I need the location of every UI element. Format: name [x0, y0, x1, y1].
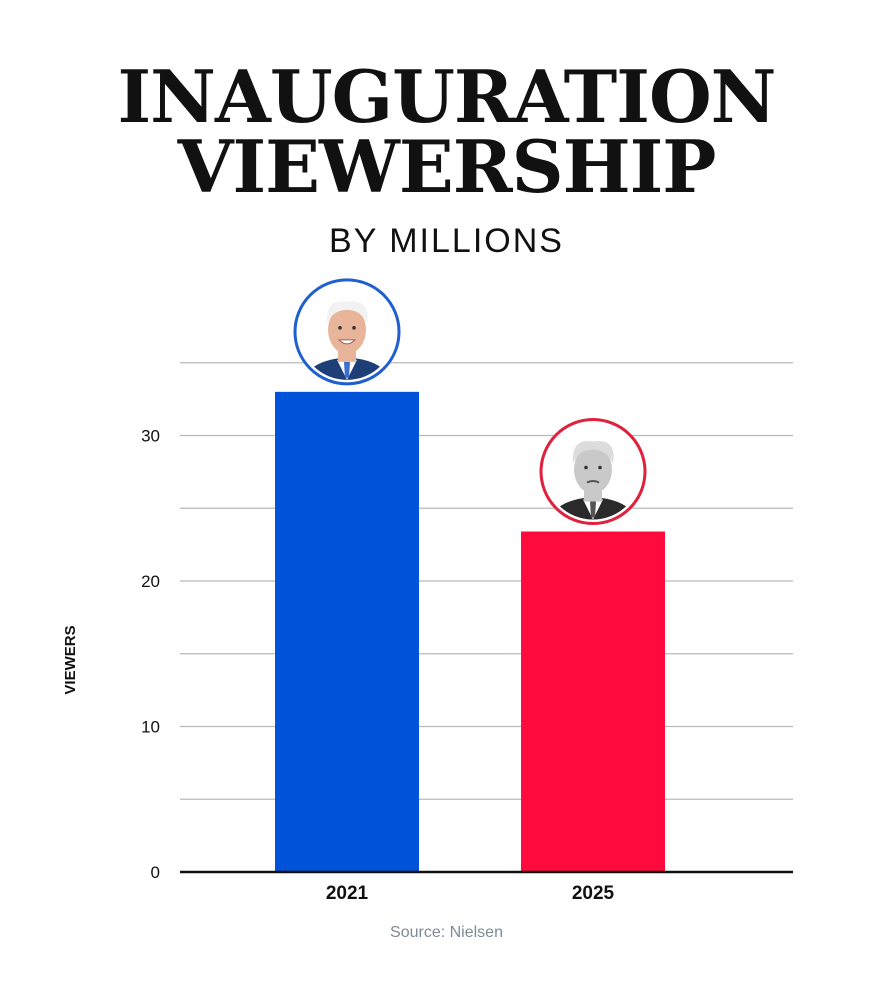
chart-title-line-2: VIEWERSHIP [177, 124, 717, 209]
y-axis-label: VIEWERS [62, 625, 79, 694]
y-tick-label: 30 [141, 427, 160, 446]
y-tick-label: 20 [141, 572, 160, 591]
x-tick-label: 2021 [326, 883, 369, 904]
x-tick-label: 2025 [572, 883, 615, 904]
y-tick-label: 0 [151, 863, 160, 882]
bar [521, 531, 665, 872]
chart-subtitle: BY MILLIONS [329, 222, 564, 260]
y-tick-label: 10 [141, 718, 160, 737]
chart-title-line-1: INAUGURATION [117, 54, 777, 139]
portrait-blue-ring-icon [293, 278, 401, 386]
bar [275, 391, 419, 872]
source-note: Source: Nielsen [390, 924, 503, 941]
portrait-red-ring-icon [539, 418, 647, 526]
chart-title: INAUGURATION VIEWERSHIP [0, 54, 893, 209]
